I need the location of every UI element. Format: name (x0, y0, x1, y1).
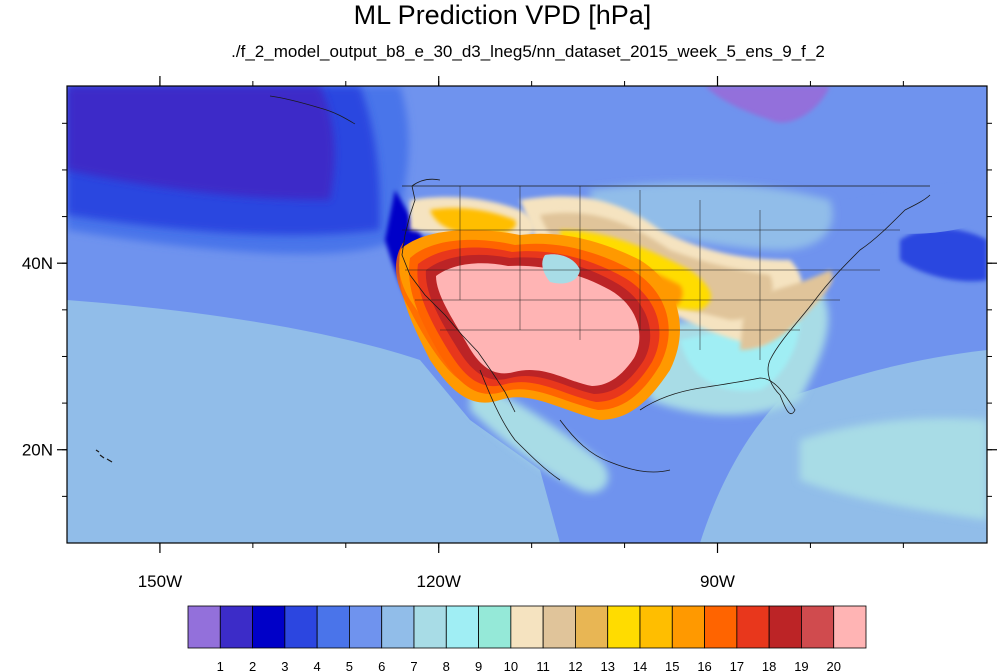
colorbar-label: 11 (536, 659, 550, 672)
colorbar-swatch (478, 605, 512, 649)
colorbar-swatch (833, 605, 867, 649)
colorbar-swatch (252, 605, 286, 649)
colorbar-label: 15 (665, 659, 679, 672)
colorbar-label: 12 (568, 659, 582, 672)
colorbar: 1 2 3 4 5 6 7 8 9 10 11 12 13 14 15 16 17 18 19 20 (187, 605, 867, 672)
colorbar-swatch (639, 605, 673, 649)
colorbar-swatch (510, 605, 544, 649)
colorbar-swatch (671, 605, 705, 649)
colorbar-swatch (381, 605, 415, 649)
colorbar-label: 1 (217, 659, 224, 672)
state-boundaries (402, 186, 900, 360)
colorbar-swatch (219, 605, 253, 649)
colorbar-label: 3 (281, 659, 288, 672)
colorbar-label: 9 (475, 659, 482, 672)
map-frame (66, 85, 988, 544)
colorbar-swatch (542, 605, 576, 649)
colorbar-swatch (349, 605, 383, 649)
colorbar-label: 18 (762, 659, 776, 672)
x-tick-label: 150W (138, 572, 182, 591)
coastline-outlines (95, 95, 931, 481)
colorbar-swatch (575, 605, 609, 649)
y-tick-label: 20N (22, 441, 53, 460)
map-axes: 150W 120W 90W 40N 20N (22, 76, 997, 591)
colorbar-label: 14 (633, 659, 647, 672)
colorbar-swatch (413, 605, 447, 649)
colorbar-label: 20 (826, 659, 840, 672)
colorbar-label: 16 (697, 659, 711, 672)
colorbar-label: 5 (346, 659, 353, 672)
colorbar-label: 19 (794, 659, 808, 672)
chart-title: ML Prediction VPD [hPa] (353, 0, 652, 30)
chart-subtitle: ./f_2_model_output_b8_e_30_d3_lneg5/nn_d… (231, 42, 825, 61)
colorbar-label: 4 (314, 659, 321, 672)
x-tick-label: 90W (700, 572, 735, 591)
colorbar-swatch (768, 605, 802, 649)
colorbar-swatch (187, 605, 221, 649)
colorbar-swatch (801, 605, 835, 649)
colorbar-swatch (607, 605, 641, 649)
colorbar-label: 2 (249, 659, 256, 672)
colorbar-label: 7 (410, 659, 417, 672)
colorbar-swatch (445, 605, 479, 649)
colorbar-label: 10 (504, 659, 518, 672)
x-tick-label: 120W (417, 572, 461, 591)
colorbar-swatch (736, 605, 770, 649)
colorbar-label: 17 (730, 659, 744, 672)
colorbar-label: 13 (600, 659, 614, 672)
colorbar-label: 8 (443, 659, 450, 672)
colorbar-label: 6 (378, 659, 385, 672)
colorbar-swatch (316, 605, 350, 649)
vpd-contour-field (67, 86, 987, 543)
colorbar-swatch (284, 605, 318, 649)
y-tick-label: 40N (22, 254, 53, 273)
colorbar-swatch (704, 605, 738, 649)
